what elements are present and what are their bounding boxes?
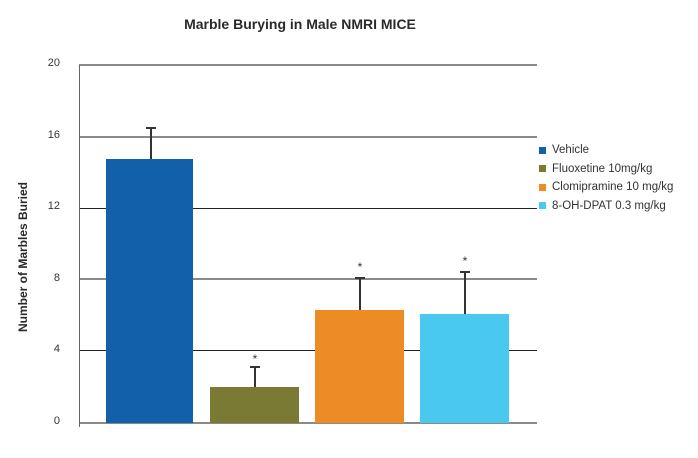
- y-tick-20: 20: [47, 57, 60, 69]
- error-cap-clomipramine: [355, 277, 365, 279]
- gridline-12: [79, 208, 537, 209]
- error-bar-clomipramine: [359, 277, 361, 310]
- bar-fluoxetine: [210, 387, 299, 423]
- bar-vehicle: [106, 159, 193, 423]
- significance-star-fluoxetine: *: [252, 352, 258, 366]
- gridline-4: [79, 350, 537, 351]
- y-tick-4: 4: [53, 343, 60, 355]
- y-axis-label: Number of Marbles Buried: [16, 181, 30, 333]
- y-tick-12: 12: [47, 200, 60, 212]
- legend-label: Clomipramine 10 mg/kg: [552, 181, 674, 194]
- bar-8-oh-dpat: [420, 314, 509, 423]
- x-axis-baseline: [79, 422, 537, 424]
- legend-swatch-fluoxetine: [539, 165, 546, 173]
- y-axis-line: [79, 65, 80, 427]
- legend-item-fluoxetine: Fluoxetine 10mg/kg: [539, 160, 673, 179]
- error-cap-fluoxetine: [250, 366, 260, 368]
- legend-swatch-vehicle: [539, 146, 546, 154]
- significance-star-clomipramine: *: [357, 260, 363, 274]
- legend-item-clomipramine: Clomipramine 10 mg/kg: [539, 178, 673, 197]
- y-tick-0: 0: [53, 415, 60, 427]
- error-cap-8-oh-dpat: [460, 271, 470, 273]
- gridline-16: [79, 136, 537, 138]
- legend-label: 8-OH-DPAT 0.3 mg/kg: [552, 199, 666, 212]
- gridline-8: [79, 278, 537, 280]
- y-tick-16: 16: [47, 129, 60, 141]
- legend: Vehicle Fluoxetine 10mg/kg Clomipramine …: [539, 141, 673, 215]
- plot-area: * * *: [79, 64, 537, 427]
- significance-star-8-oh-dpat: *: [462, 254, 468, 268]
- gridline-20: [79, 64, 537, 66]
- error-bar-fluoxetine: [254, 366, 256, 388]
- legend-label: Fluoxetine 10mg/kg: [552, 162, 653, 175]
- legend-label: Vehicle: [552, 144, 590, 157]
- error-bar-8-oh-dpat: [464, 271, 466, 314]
- legend-item-vehicle: Vehicle: [539, 141, 673, 160]
- legend-item-8-oh-dpat: 8-OH-DPAT 0.3 mg/kg: [539, 197, 673, 216]
- legend-swatch-clomipramine: [539, 183, 546, 191]
- legend-swatch-8-oh-dpat: [539, 202, 546, 210]
- error-bar-vehicle: [150, 127, 152, 159]
- error-cap-vehicle: [146, 127, 156, 129]
- chart-title: Marble Burying in Male NMRI MICE: [184, 16, 416, 32]
- bar-clomipramine: [315, 310, 404, 423]
- y-tick-8: 8: [53, 272, 60, 284]
